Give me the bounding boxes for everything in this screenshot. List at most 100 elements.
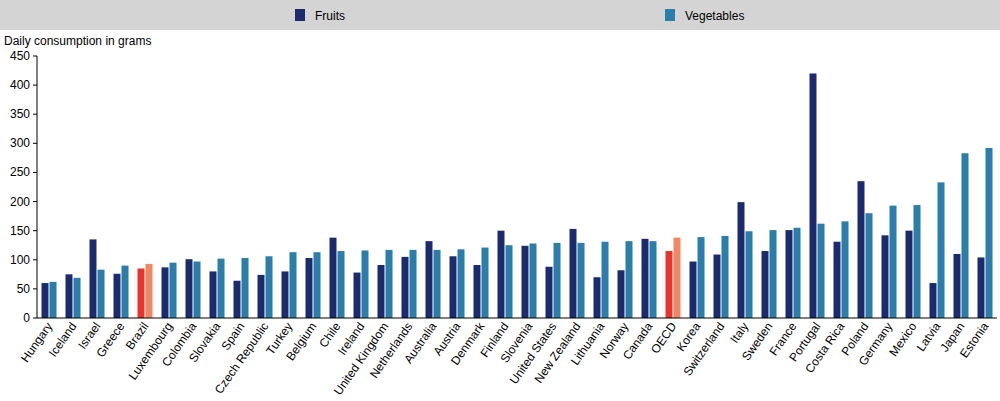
- y-tick-label: 200: [10, 195, 30, 209]
- y-tick: [33, 56, 37, 57]
- x-tick-label: Lithuania: [568, 319, 608, 367]
- bar: [858, 181, 865, 318]
- bar: [90, 239, 97, 318]
- x-tick-label: Switzerland: [680, 320, 727, 379]
- bar: [290, 252, 297, 318]
- bar: [722, 236, 729, 318]
- bar: [74, 278, 81, 318]
- bar: [762, 251, 769, 318]
- bar: [978, 257, 985, 318]
- bar: [338, 251, 345, 318]
- bar: [186, 259, 193, 318]
- bar: [354, 273, 361, 318]
- bar: [482, 248, 489, 318]
- x-tick-label: Mexico: [886, 319, 919, 358]
- bar: [506, 245, 513, 318]
- bar: [794, 228, 801, 318]
- bar: [50, 282, 57, 318]
- x-tick-label: Belgium: [283, 320, 319, 364]
- bar: [674, 238, 681, 318]
- x-tick-label: Estonia: [957, 319, 992, 360]
- bar: [122, 266, 129, 318]
- x-tick-label: Hungary: [18, 320, 55, 365]
- y-tick-label: 50: [17, 282, 31, 296]
- bar: [162, 267, 169, 318]
- y-tick-label: 400: [10, 78, 30, 92]
- bar: [986, 148, 993, 318]
- bar: [306, 258, 313, 318]
- bar: [570, 229, 577, 318]
- y-axis-line: [37, 56, 38, 318]
- bar: [714, 255, 721, 318]
- bar: [402, 257, 409, 318]
- x-tick-label: Iceland: [46, 320, 80, 360]
- x-tick-label: OECD: [648, 319, 680, 356]
- bar: [362, 250, 369, 318]
- bar: [282, 271, 289, 318]
- bar: [194, 262, 201, 318]
- bar: [834, 242, 841, 318]
- bar: [594, 277, 601, 318]
- bar: [210, 271, 217, 318]
- y-tick: [33, 85, 37, 86]
- bar: [866, 213, 873, 318]
- bar: [530, 243, 537, 318]
- bar: [450, 256, 457, 318]
- y-tick-label: 450: [10, 49, 30, 63]
- bar: [546, 267, 553, 318]
- x-tick-label: Slovakia: [186, 319, 224, 364]
- bar: [98, 270, 105, 318]
- x-tick-label: Czech Republic: [212, 320, 272, 397]
- bar: [738, 202, 745, 318]
- bar: [242, 258, 249, 318]
- x-tick-label: Denmark: [448, 319, 488, 368]
- bar: [818, 224, 825, 318]
- y-tick: [33, 143, 37, 144]
- y-tick-label: 300: [10, 136, 30, 150]
- bar: [42, 283, 49, 318]
- bar: [522, 246, 529, 318]
- y-tick: [33, 114, 37, 115]
- y-tick-label: 100: [10, 253, 30, 267]
- bar: [170, 263, 177, 318]
- bar: [698, 237, 705, 318]
- bar: [426, 241, 433, 318]
- legend-swatch: [665, 9, 675, 21]
- bar: [842, 221, 849, 318]
- bar: [690, 262, 697, 318]
- legend-label: Vegetables: [685, 9, 744, 23]
- bar: [642, 239, 649, 318]
- bar: [114, 274, 121, 318]
- bar: [602, 242, 609, 318]
- bar: [666, 251, 673, 318]
- bar: [618, 270, 625, 318]
- legend-label: Fruits: [315, 9, 345, 23]
- legend-swatch: [295, 9, 305, 21]
- bar: [746, 231, 753, 318]
- x-tick-label: Australia: [401, 319, 439, 366]
- bar: [458, 249, 465, 318]
- bar: [938, 182, 945, 318]
- bar: [330, 238, 337, 318]
- bar: [810, 73, 817, 318]
- y-tick: [33, 230, 37, 231]
- bar: [474, 265, 481, 318]
- bar: [498, 231, 505, 318]
- chart-container: Fruits Vegetables Daily consumption in gra…: [0, 0, 1000, 401]
- bar: [650, 241, 657, 318]
- y-tick-label: 250: [10, 165, 30, 179]
- x-axis-line: [37, 318, 997, 319]
- bar: [378, 265, 385, 318]
- y-tick-label: 0: [23, 311, 30, 325]
- y-axis-label: Daily consumption in grams: [4, 34, 151, 48]
- bar: [314, 252, 321, 318]
- bars: [42, 73, 993, 318]
- bar: [914, 205, 921, 318]
- bar: [434, 250, 441, 318]
- bar: [386, 250, 393, 318]
- bar: [786, 230, 793, 318]
- y-tick: [33, 288, 37, 289]
- bar: [66, 274, 73, 318]
- bar: [410, 250, 417, 318]
- y-tick: [33, 318, 37, 319]
